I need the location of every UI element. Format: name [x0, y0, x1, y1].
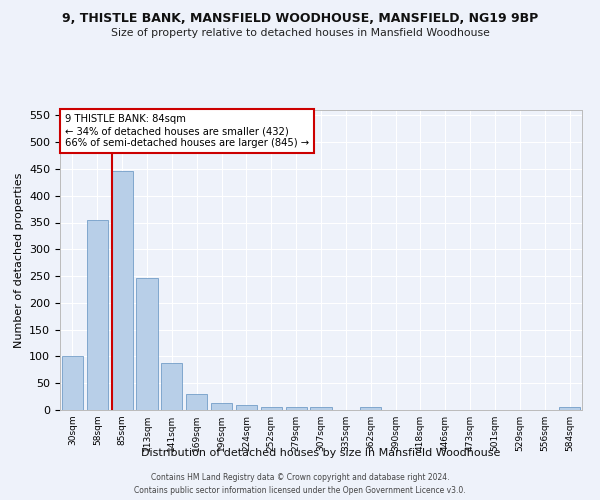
Bar — [211, 403, 232, 410]
Bar — [62, 356, 83, 410]
Text: Distribution of detached houses by size in Mansfield Woodhouse: Distribution of detached houses by size … — [142, 448, 500, 458]
Bar — [236, 405, 257, 410]
Bar — [136, 278, 158, 410]
Bar — [310, 408, 332, 410]
Bar — [112, 170, 133, 410]
Bar — [261, 407, 282, 410]
Text: Contains HM Land Registry data © Crown copyright and database right 2024.: Contains HM Land Registry data © Crown c… — [151, 472, 449, 482]
Text: Size of property relative to detached houses in Mansfield Woodhouse: Size of property relative to detached ho… — [110, 28, 490, 38]
Bar — [360, 408, 381, 410]
Bar — [186, 394, 207, 410]
Text: 9, THISTLE BANK, MANSFIELD WOODHOUSE, MANSFIELD, NG19 9BP: 9, THISTLE BANK, MANSFIELD WOODHOUSE, MA… — [62, 12, 538, 26]
Y-axis label: Number of detached properties: Number of detached properties — [14, 172, 23, 348]
Text: Contains public sector information licensed under the Open Government Licence v3: Contains public sector information licen… — [134, 486, 466, 495]
Text: 9 THISTLE BANK: 84sqm
← 34% of detached houses are smaller (432)
66% of semi-det: 9 THISTLE BANK: 84sqm ← 34% of detached … — [65, 114, 310, 148]
Bar — [161, 363, 182, 410]
Bar — [87, 220, 108, 410]
Bar — [286, 408, 307, 410]
Bar — [559, 408, 580, 410]
